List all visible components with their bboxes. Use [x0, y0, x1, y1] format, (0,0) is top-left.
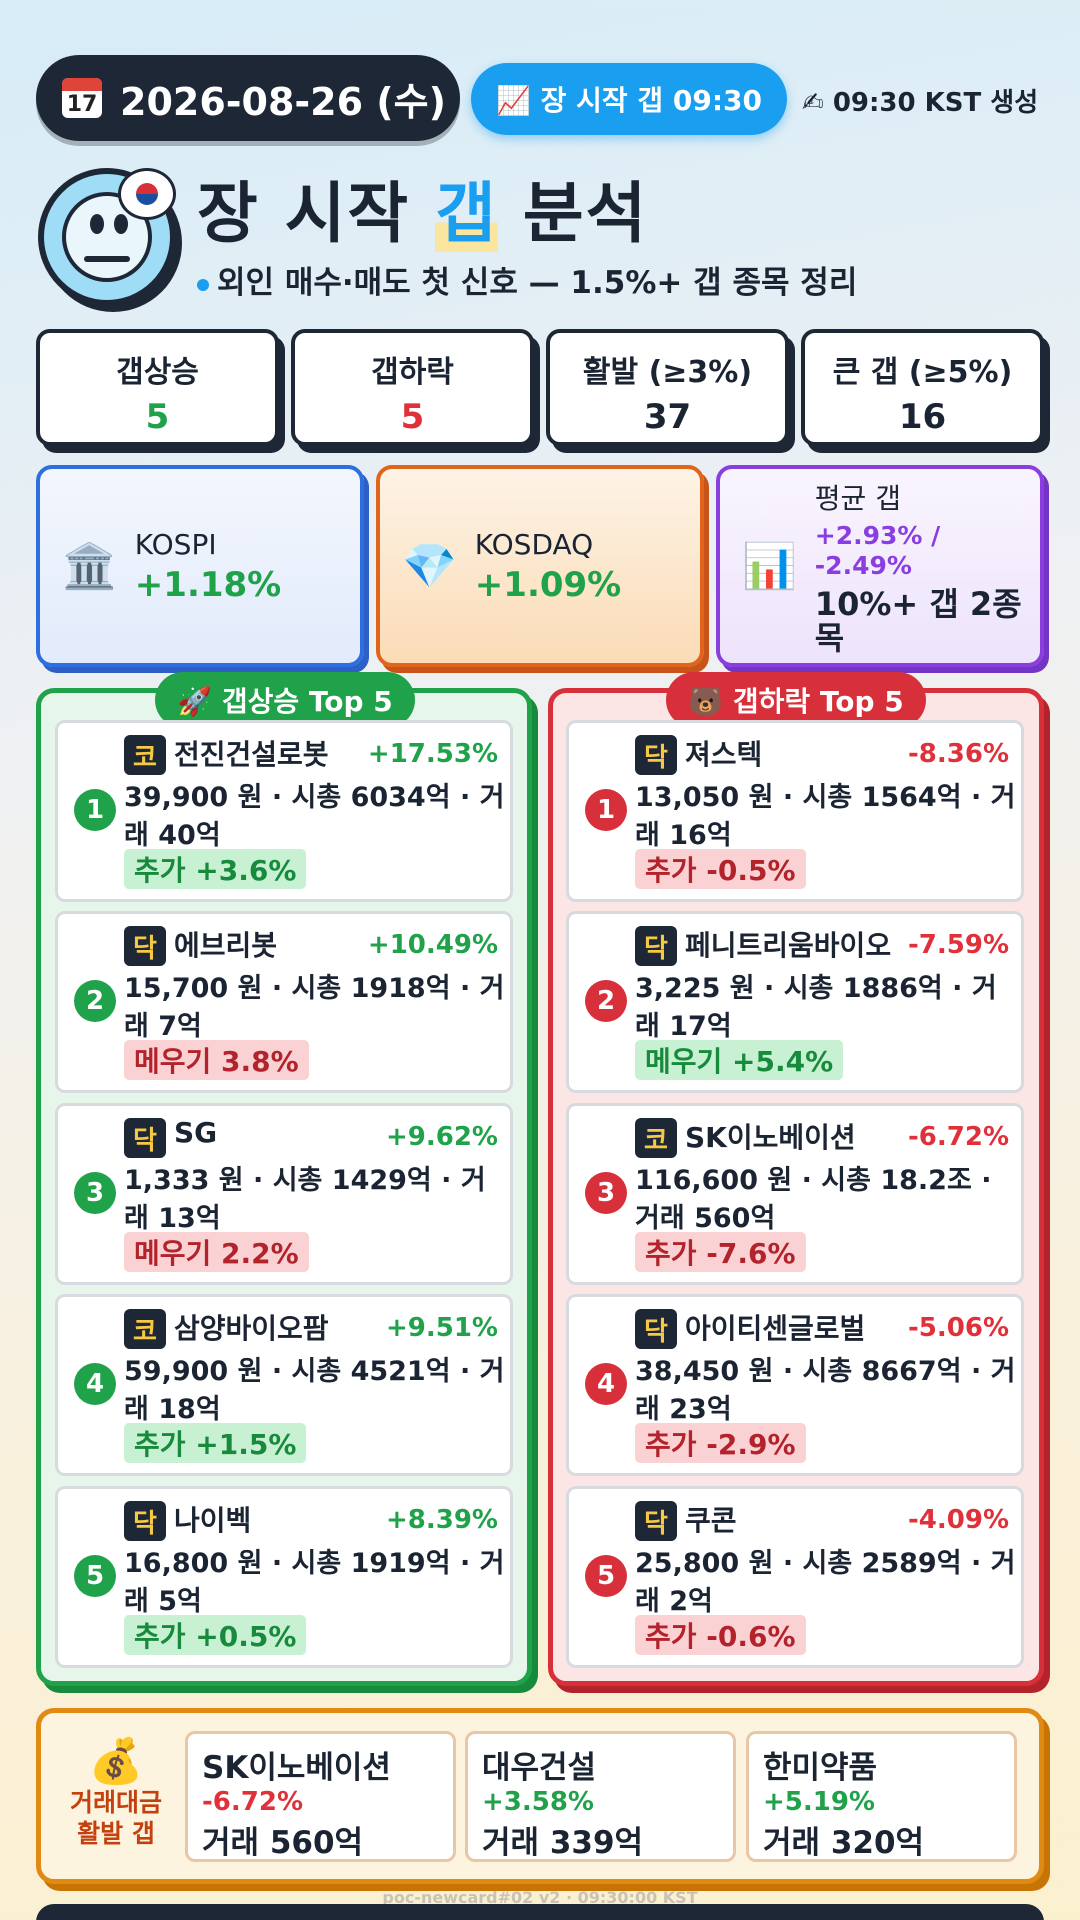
volume-label: 거래대금 활발 갭: [69, 1788, 162, 1848]
calendar-icon: 17: [62, 78, 102, 118]
volume-card: SK이노베이션 -6.72% 거래 560억: [185, 1731, 456, 1862]
generated-time: ✍ 09:30 KST 생성: [802, 88, 1039, 118]
market-badge: 닥: [635, 1501, 677, 1541]
gap-up-item: 5 닥 나이벡 +8.39% 16,800 원 · 시총 1919억 · 거래 …: [55, 1486, 513, 1668]
korea-flag-icon: [118, 168, 176, 220]
gap-up-item: 1 코 전진건설로봇 +17.53% 39,900 원 · 시총 6034억 ·…: [55, 720, 513, 902]
date-badge: 17 2026-08-26 (수): [36, 55, 460, 141]
market-badge: 닥: [635, 1309, 677, 1349]
market-badge: 코: [124, 1309, 166, 1349]
gap-down-item: 3 코 SK이노베이션 -6.72% 116,600 원 · 시총 18.2조 …: [566, 1103, 1024, 1285]
average-gap-card: 📊 평균 갭 +2.93% / -2.49% 10%+ 갭 2종목: [716, 465, 1044, 667]
chart-icon: 📊: [742, 541, 797, 592]
money-bag-icon: 💰: [88, 1736, 144, 1787]
market-badge: 닥: [124, 1501, 166, 1541]
volume-card: 대우건설 +3.58% 거래 339억: [465, 1731, 736, 1862]
market-badge: 코: [635, 1118, 677, 1158]
gap-up-item: 3 닥 SG +9.62% 1,333 원 · 시총 1429억 · 거래 13…: [55, 1103, 513, 1285]
market-badge: 닥: [124, 926, 166, 966]
gem-icon: 💎: [402, 541, 457, 592]
stat-big-gap: 큰 갭 (≥5%) 16: [801, 329, 1044, 446]
gap-down-title: 🐻 갭하락 Top 5: [666, 672, 926, 728]
page-title: 장 시작 갭 분석: [197, 175, 649, 252]
market-open-gap-badge: 📈 장 시작 갭 09:30: [471, 63, 787, 135]
kospi-card: 🏛️ KOSPI +1.18%: [36, 465, 364, 667]
volume-label-block: 💰 거래대금 활발 갭: [60, 1735, 172, 1849]
kosdaq-card: 💎 KOSDAQ +1.09%: [376, 465, 704, 667]
stat-gap-down: 갭하락 5: [291, 329, 534, 446]
stat-gap-up: 갭상승 5: [36, 329, 279, 446]
gap-up-item: 2 닥 에브리봇 +10.49% 15,700 원 · 시총 1918억 · 거…: [55, 911, 513, 1093]
gap-down-item: 2 닥 페니트리움바이오 -7.59% 3,225 원 · 시총 1886억 ·…: [566, 911, 1024, 1093]
footer-bar: [36, 1904, 1044, 1920]
date-text: 2026-08-26 (수): [120, 79, 446, 124]
gap-up-item: 4 코 삼양바이오팜 +9.51% 59,900 원 · 시총 4521억 · …: [55, 1294, 513, 1476]
bank-icon: 🏛️: [62, 541, 117, 592]
volume-card: 한미약품 +5.19% 거래 320억: [746, 1731, 1017, 1862]
gap-down-item: 5 닥 쿠콘 -4.09% 25,800 원 · 시총 2589억 · 거래 2…: [566, 1486, 1024, 1668]
market-badge: 닥: [635, 926, 677, 966]
market-badge: 코: [124, 735, 166, 775]
gap-up-title: 🚀 갭상승 Top 5: [155, 672, 415, 728]
gap-down-item: 1 닥 져스텍 -8.36% 13,050 원 · 시총 1564억 · 거래 …: [566, 720, 1024, 902]
market-badge: 닥: [635, 735, 677, 775]
page-subtitle: 외인 매수·매도 첫 신호 — 1.5%+ 갭 종목 정리: [197, 257, 857, 302]
market-badge: 닥: [124, 1118, 166, 1158]
stat-active: 활발 (≥3%) 37: [546, 329, 789, 446]
footer-version: poc-newcard#02 v2 · 09:30:00 KST: [382, 1888, 698, 1907]
gap-down-item: 4 닥 아이티센글로벌 -5.06% 38,450 원 · 시총 8667억 ·…: [566, 1294, 1024, 1476]
